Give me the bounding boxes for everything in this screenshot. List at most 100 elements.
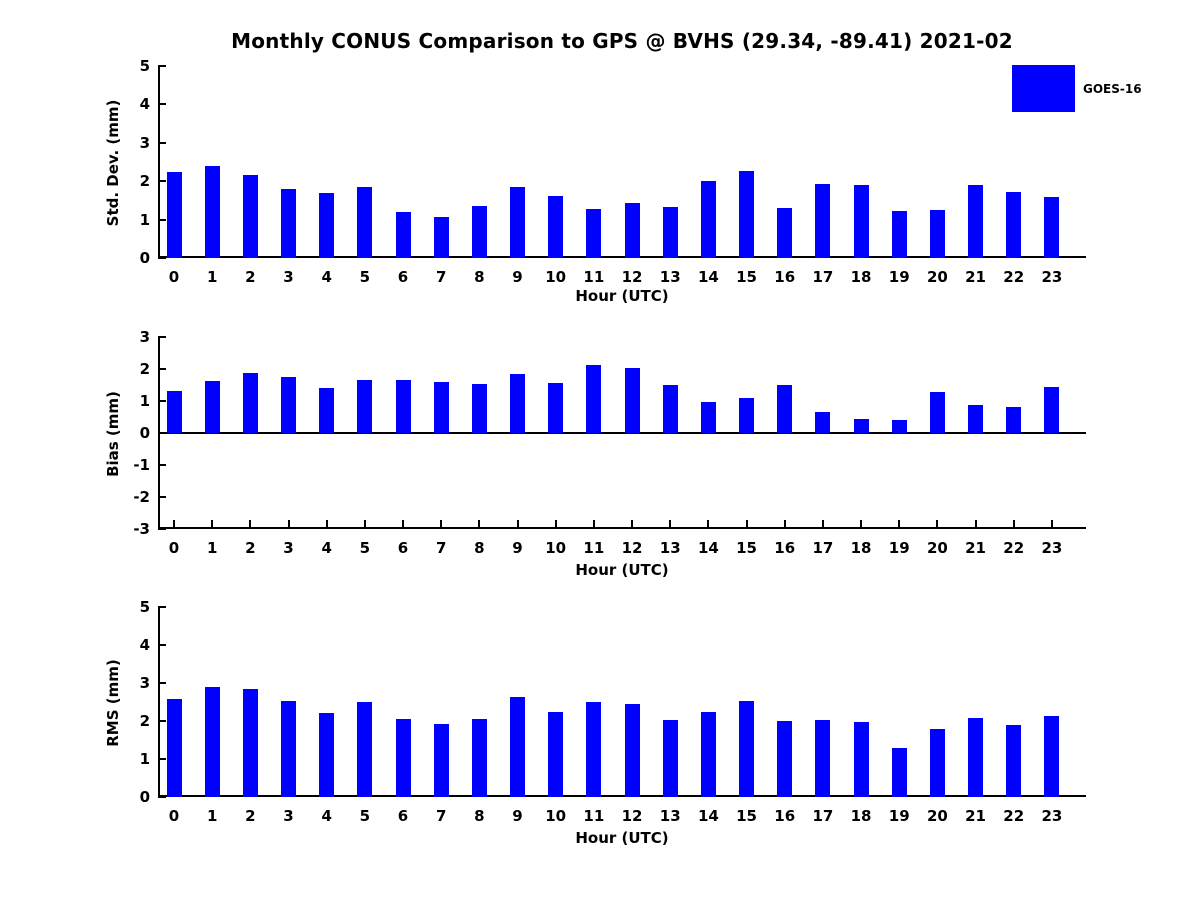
x-tick-label: 14 — [697, 807, 719, 825]
bar-hour-7 — [433, 381, 449, 433]
x-tick-label: 14 — [697, 268, 719, 286]
bar-hour-5 — [357, 186, 373, 258]
x-tick-label: 7 — [435, 268, 447, 286]
x-tick-label: 18 — [850, 268, 872, 286]
legend-swatch-goes16 — [1012, 65, 1075, 112]
bar-hour-4 — [319, 713, 335, 797]
bar-hour-23 — [1044, 386, 1060, 433]
bar-hour-18 — [853, 722, 869, 797]
zero-baseline — [158, 256, 1086, 258]
y-tick-label: 2 — [139, 712, 150, 730]
x-tick-label: 11 — [583, 268, 605, 286]
x-tick-mark — [211, 520, 214, 527]
y-tick-mark — [158, 257, 166, 259]
x-tick-mark — [1050, 520, 1053, 527]
bar-hour-2 — [242, 174, 258, 258]
x-tick-label: 16 — [774, 539, 796, 557]
y-tick-label: -2 — [133, 488, 150, 506]
x-tick-label: 10 — [545, 268, 567, 286]
bar-hour-16 — [777, 385, 793, 433]
subplot-rms: 0 1 2 3 4 5 0 1 2 3 4 5 6 7 8 9 10 11 12 13 14 15 16 17 18 19 20 21… — [140, 599, 1086, 824]
x-tick-mark — [821, 520, 824, 527]
y-tick-mark — [158, 720, 166, 722]
x-tick-mark — [516, 520, 519, 527]
y-tick-label: 4 — [139, 95, 150, 114]
x-tick-label: 13 — [659, 807, 681, 825]
x-tick-label: 0 — [168, 807, 180, 825]
bar-hour-0 — [166, 390, 182, 433]
x-tick-mark — [669, 520, 672, 527]
bar-hour-20 — [929, 728, 945, 797]
y-tick-label: 2 — [139, 360, 150, 378]
y-tick-mark — [158, 65, 166, 67]
bar-hour-17 — [815, 720, 831, 797]
bar-hour-11 — [586, 702, 602, 797]
x-tick-label: 2 — [245, 807, 256, 825]
y-tick-label: 2 — [139, 172, 150, 191]
y-tick-label: 5 — [139, 598, 150, 616]
x-tick-label: 4 — [321, 539, 332, 557]
x-tick-label: 5 — [359, 539, 371, 557]
x-tick-label: 23 — [1041, 807, 1063, 825]
y-tick-mark — [158, 103, 166, 106]
x-tick-mark — [860, 520, 863, 527]
x-tick-mark — [440, 520, 443, 527]
legend: GOES-16 — [1012, 65, 1142, 112]
x-tick-label: 3 — [283, 268, 294, 286]
bar-hour-2 — [242, 688, 258, 797]
bar-hour-19 — [891, 748, 907, 797]
x-tick-label: 1 — [206, 539, 218, 557]
bar-hour-21 — [968, 185, 984, 258]
y-tick-label: 4 — [139, 636, 150, 654]
x-tick-mark — [1012, 520, 1015, 527]
x-tick-label: 10 — [545, 539, 567, 557]
bar-hour-19 — [891, 210, 907, 258]
bar-hour-11 — [586, 209, 602, 258]
x-tick-label: 3 — [283, 539, 294, 557]
x-tick-label: 22 — [1003, 807, 1025, 825]
bar-hour-16 — [777, 721, 793, 797]
bar-hour-6 — [395, 719, 411, 797]
x-tick-label: 1 — [206, 807, 218, 825]
bar-hour-10 — [548, 195, 564, 258]
y-axis-label-rms: RMS (mm) — [104, 659, 122, 747]
bar-hour-11 — [586, 365, 602, 433]
bar-hour-8 — [471, 719, 487, 797]
x-tick-label: 20 — [926, 268, 948, 286]
subplot-std-dev: 0 1 2 3 4 5 0 1 2 3 4 5 6 7 8 9 10 11 12 13 14 15 16 17 18 19 20 21… — [140, 58, 1086, 285]
x-tick-label: 20 — [926, 539, 948, 557]
x-tick-label: 16 — [774, 807, 796, 825]
bar-hour-17 — [815, 411, 831, 433]
bar-hour-1 — [204, 380, 220, 433]
bar-hour-18 — [853, 419, 869, 433]
bar-hour-8 — [471, 205, 487, 258]
y-tick-mark — [158, 528, 166, 530]
y-tick-mark — [158, 496, 166, 498]
x-axis-label-rms: Hour (UTC) — [575, 829, 669, 847]
bar-hour-0 — [166, 171, 182, 258]
y-tick-label: 3 — [139, 328, 150, 346]
bar-hour-14 — [700, 712, 716, 797]
bar-hour-21 — [968, 717, 984, 797]
x-tick-label: 15 — [736, 807, 757, 825]
bar-hour-12 — [624, 203, 640, 258]
x-tick-mark — [745, 520, 748, 527]
x-tick-label: 6 — [397, 539, 409, 557]
x-axis-label-bias: Hour (UTC) — [575, 561, 669, 579]
x-tick-mark — [783, 520, 786, 527]
x-tick-mark — [707, 520, 710, 527]
x-tick-label: 13 — [659, 268, 681, 286]
zero-baseline — [158, 795, 1086, 797]
x-tick-label: 1 — [206, 268, 218, 286]
x-tick-label: 0 — [168, 268, 180, 286]
bar-hour-8 — [471, 384, 487, 433]
x-axis-label-std-dev: Hour (UTC) — [575, 287, 669, 305]
x-tick-label: 22 — [1003, 268, 1025, 286]
subplot-bias: 3 2 1 0 -1 -2 -3 0 1 2 3 4 5 6 7 8 9 10 11 12 13 14 15 16 17 18 19… — [133, 329, 1086, 556]
bar-hour-9 — [510, 373, 526, 433]
y-tick-label: 5 — [139, 57, 150, 75]
bar-hour-0 — [166, 698, 182, 797]
x-tick-mark — [974, 520, 977, 527]
bar-hour-10 — [548, 382, 564, 433]
bar-hour-13 — [662, 384, 678, 433]
